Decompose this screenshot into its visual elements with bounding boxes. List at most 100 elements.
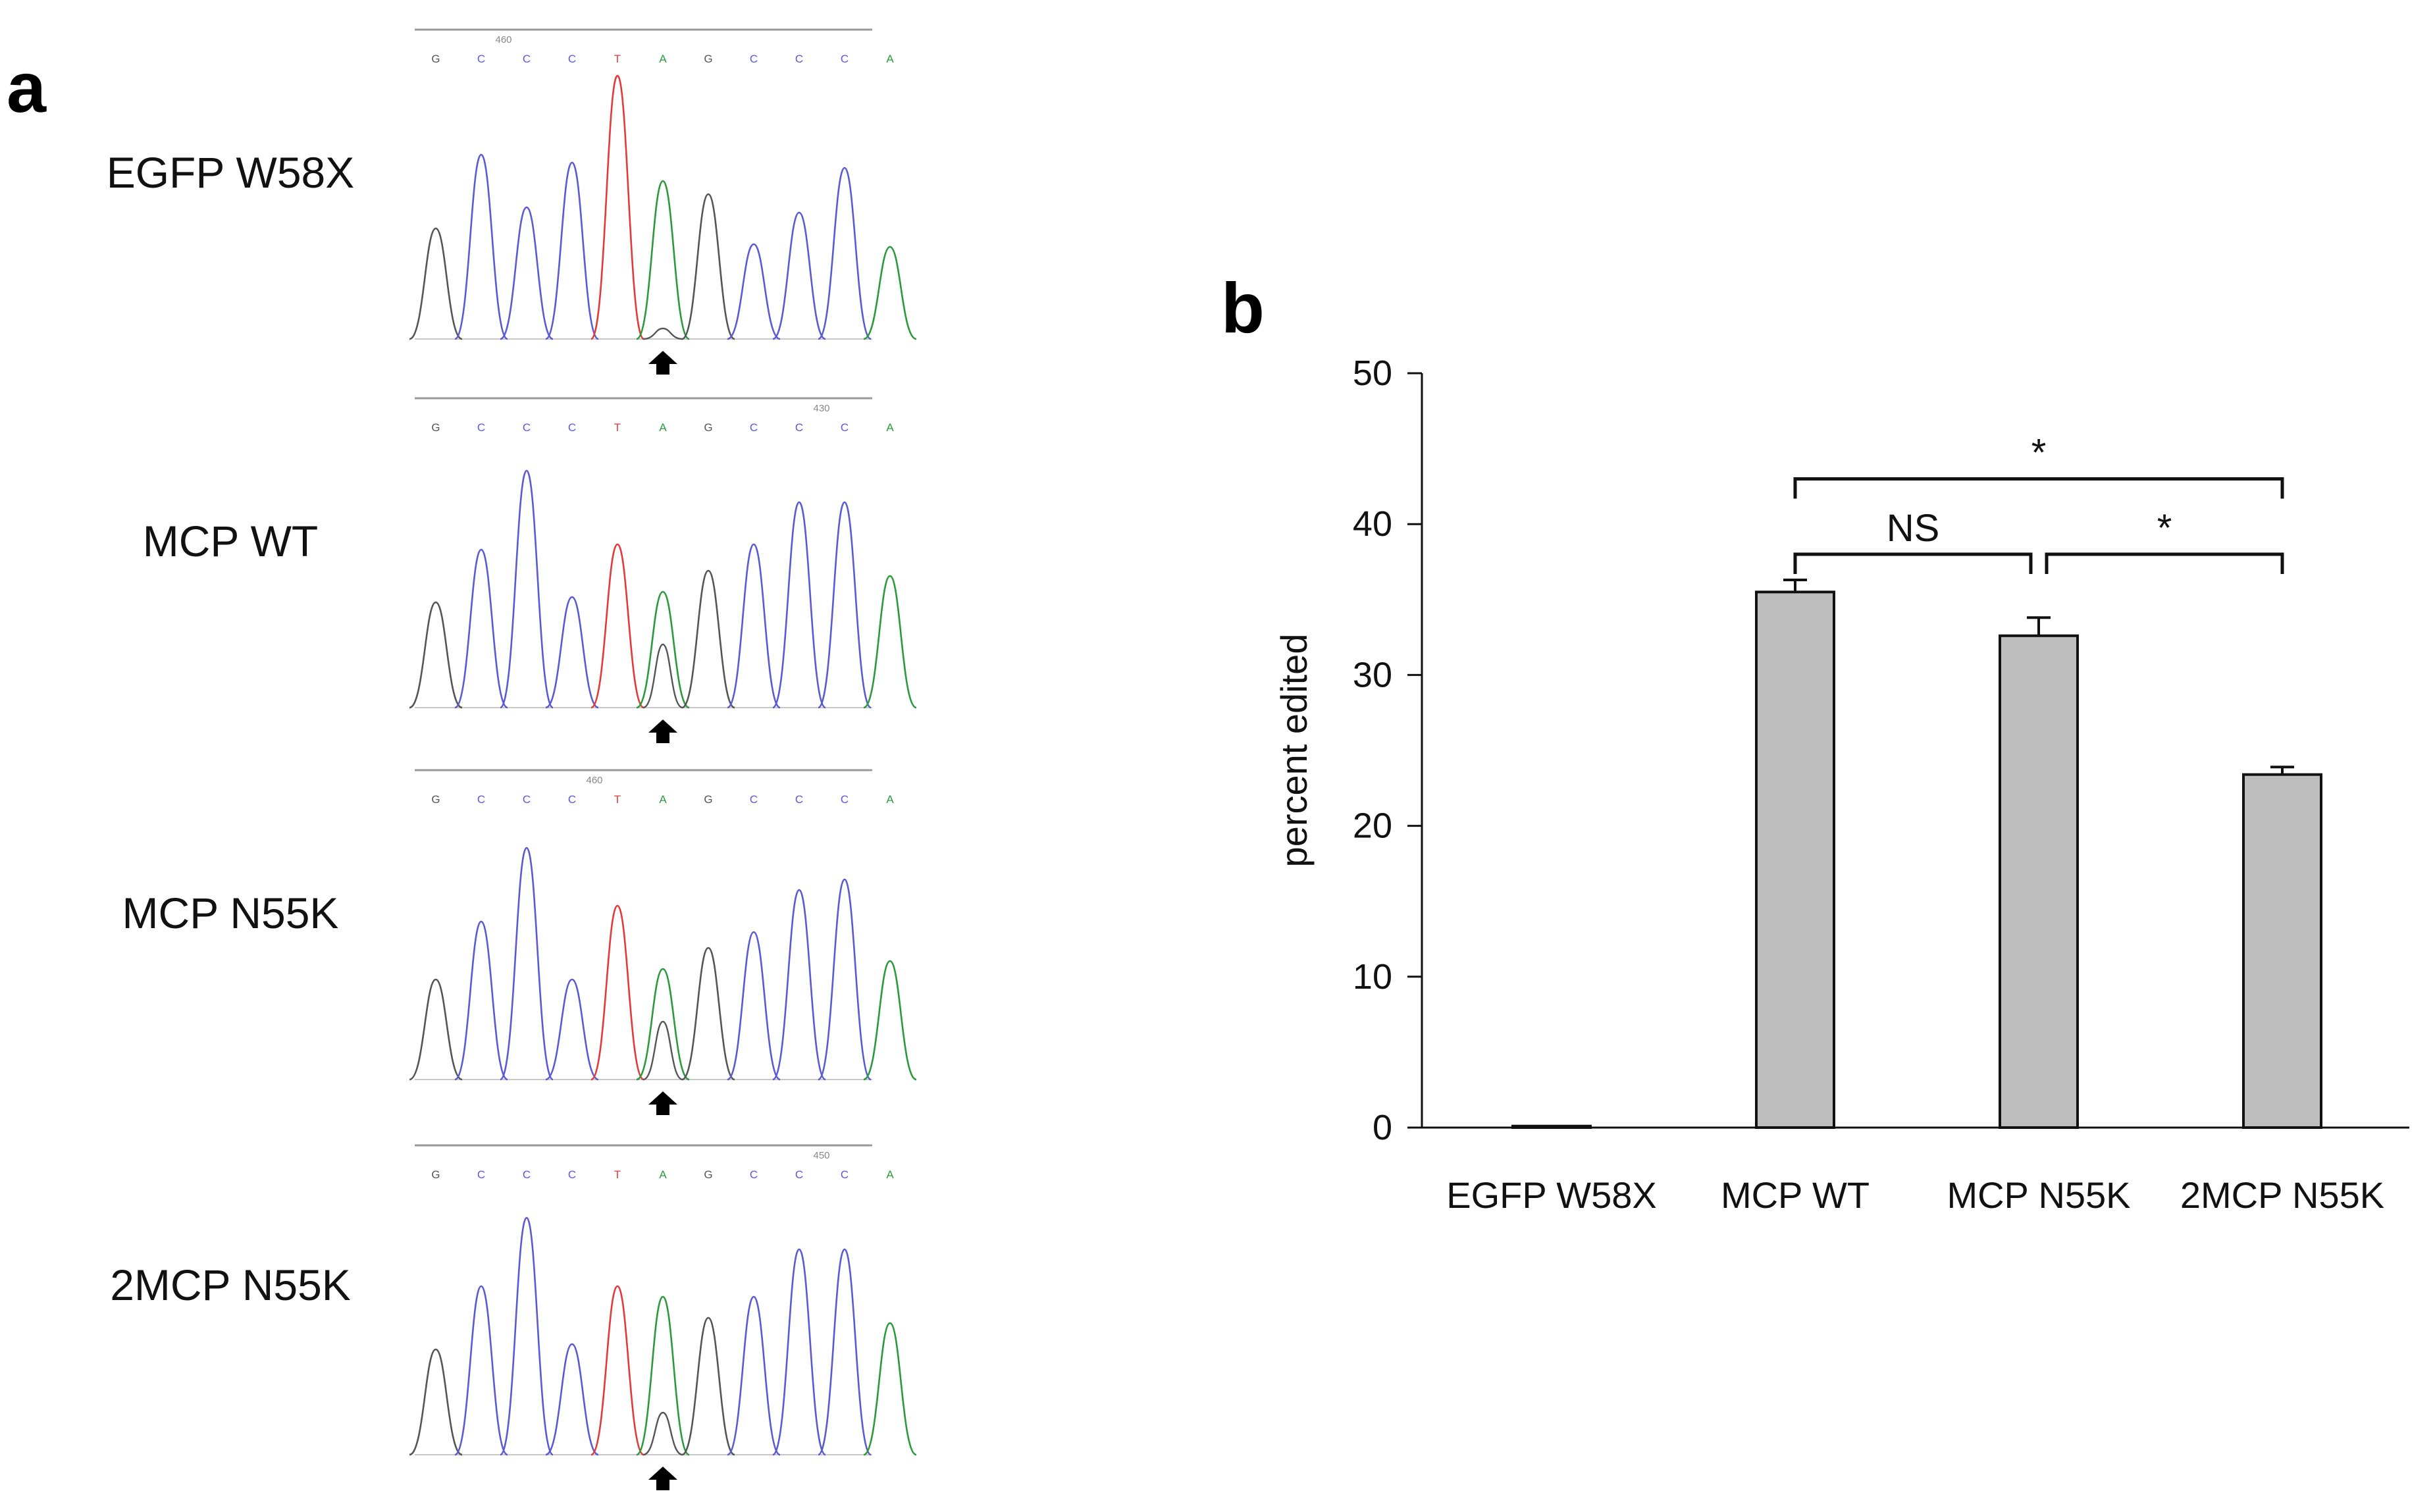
base-call: T [614, 53, 621, 65]
base-call: A [659, 53, 667, 65]
trace-peak [409, 978, 463, 1081]
trace-peak [863, 575, 917, 709]
trace-peak [818, 501, 872, 709]
base-call: G [431, 1168, 440, 1181]
arrow-up-icon [648, 1091, 677, 1115]
base-call: T [614, 421, 621, 434]
position-number: 450 [813, 1150, 829, 1161]
base-call: C [523, 421, 531, 434]
trace-peak [409, 227, 463, 340]
base-call: C [477, 53, 485, 65]
trace-peak [499, 1216, 554, 1456]
base-call: G [431, 793, 440, 806]
position-number: 460 [495, 34, 511, 45]
base-call: A [886, 421, 894, 434]
base-call: C [841, 53, 849, 65]
trace-minor-peak [642, 327, 683, 340]
category-label: 2MCP N55K [2180, 1174, 2384, 1216]
base-call: A [886, 793, 894, 806]
trace-label: EGFP W58X [107, 148, 355, 197]
trace-peak [863, 1322, 917, 1456]
trace-peak [727, 243, 781, 340]
trace-peak [681, 947, 735, 1081]
trace-peak [454, 1285, 508, 1456]
trace-peak [590, 543, 644, 709]
bar-chart: 0 10 20 30 40 50 percent edited EGFP W58X MCP WT… [1273, 353, 2409, 1216]
base-call: C [841, 1168, 849, 1181]
base-call: G [704, 53, 712, 65]
trace-peak [500, 206, 554, 340]
bar [1755, 590, 1835, 1129]
trace-peak [636, 180, 690, 340]
base-call: C [750, 793, 758, 806]
base-call: G [704, 421, 712, 434]
arrow-up-icon [648, 719, 677, 743]
trace-peak [545, 1343, 599, 1456]
base-call: C [795, 1168, 803, 1181]
trace-peak [636, 968, 690, 1081]
trace-peak [545, 978, 599, 1081]
y-tick-label: 10 [1353, 957, 1392, 997]
base-call: C [750, 421, 758, 434]
significance-label: * [2031, 431, 2047, 474]
trace-peak [772, 501, 826, 709]
position-number: 430 [813, 403, 829, 414]
trace-label: MCP N55K [122, 889, 339, 937]
trace-peak [545, 161, 599, 340]
trace-peak [454, 153, 508, 340]
trace-peak [818, 878, 872, 1081]
y-tick-label: 0 [1373, 1108, 1392, 1147]
trace-peak [454, 920, 508, 1081]
base-call: C [477, 793, 485, 806]
base-call: T [614, 1168, 621, 1181]
trace-minor-peak [642, 643, 683, 709]
base-call: C [568, 421, 576, 434]
trace-peak [409, 1348, 463, 1456]
base-call: G [704, 1168, 712, 1181]
base-call: C [477, 421, 485, 434]
trace-label: MCP WT [143, 517, 318, 565]
trace-peak [590, 74, 645, 340]
significance-bracket [2045, 552, 2284, 575]
significance-bracket [1793, 552, 2033, 575]
y-tick-label: 30 [1353, 655, 1392, 694]
base-call: C [795, 793, 803, 806]
trace-peak [636, 590, 690, 709]
y-tick-label: 20 [1353, 806, 1392, 846]
y-tick-label: 50 [1353, 353, 1392, 393]
bar [2242, 773, 2322, 1129]
category-label: MCP WT [1721, 1174, 1870, 1216]
trace-peak [681, 569, 735, 709]
base-call: G [431, 421, 440, 434]
base-call: C [841, 793, 849, 806]
position-number: 460 [586, 775, 602, 786]
base-call: C [523, 1168, 531, 1181]
category-label: EGFP W58X [1446, 1174, 1657, 1216]
base-call: A [659, 1168, 667, 1181]
trace-peak [681, 1316, 735, 1456]
panel-a-letter: a [7, 47, 47, 127]
trace-peak [499, 847, 554, 1081]
base-call: C [523, 53, 531, 65]
trace-peak [818, 167, 872, 340]
y-axis-label: percent edited [1273, 634, 1315, 868]
trace-peak [545, 596, 599, 709]
base-call: A [886, 53, 894, 65]
bar [1511, 1124, 1592, 1130]
base-call: C [795, 53, 803, 65]
trace-peak [818, 1248, 872, 1456]
base-call: C [523, 793, 531, 806]
base-call: T [614, 793, 621, 806]
trace-peak [727, 543, 781, 709]
significance-label: * [2157, 507, 2172, 550]
base-call: C [841, 421, 849, 434]
arrow-up-icon [648, 351, 677, 375]
trace-peak [772, 889, 826, 1081]
base-call: C [750, 1168, 758, 1181]
trace-label: 2MCP N55K [110, 1261, 351, 1309]
trace-peak [636, 1295, 690, 1456]
arrow-up-icon [648, 1467, 677, 1490]
base-call: A [886, 1168, 894, 1181]
significance-bracket [1793, 477, 2284, 499]
